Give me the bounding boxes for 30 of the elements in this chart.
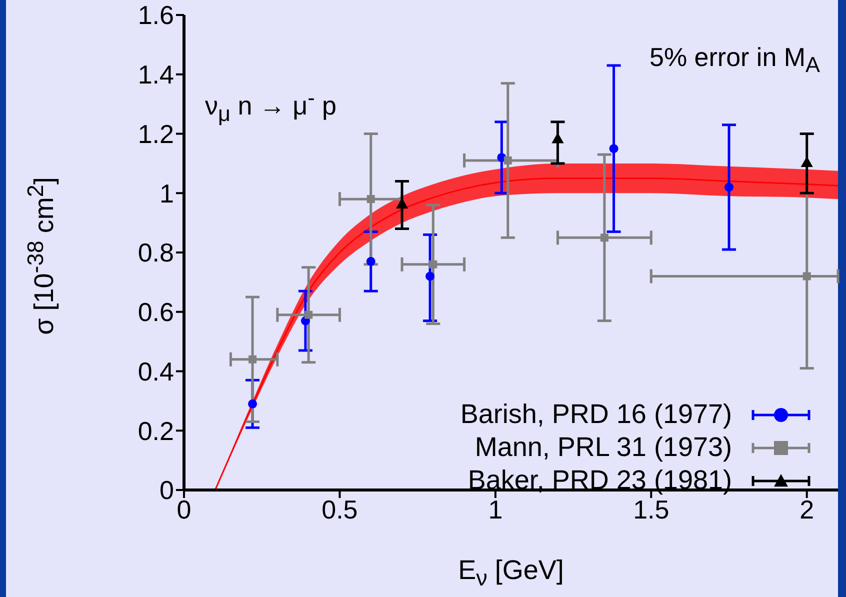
- point: [248, 355, 257, 364]
- annotation: ν$_{μ}$ n → μ$^{-}$ p: [205, 85, 337, 127]
- x-tick-label: 1.5: [633, 494, 670, 524]
- y-tick-label: 0: [160, 475, 174, 506]
- point: [304, 310, 313, 319]
- x-tick-label: 1: [488, 494, 503, 524]
- y-tick-label: 1: [160, 178, 174, 208]
- y-tick-label: 0.8: [138, 238, 174, 268]
- legend-label: Mann, PRL 31 (1973): [474, 432, 732, 463]
- y-tick-label: 1.2: [138, 118, 174, 149]
- point: [248, 399, 258, 408]
- y-tick-label: 1.6: [138, 0, 174, 30]
- y-tick-label: 0.4: [138, 356, 174, 386]
- legend-label: Barish, PRD 16 (1977): [460, 399, 732, 430]
- y-tick-label: 1.4: [138, 60, 174, 90]
- point: [429, 260, 438, 268]
- point: [504, 156, 512, 164]
- point: [366, 195, 375, 204]
- x-tick-label: 0.5: [322, 494, 358, 524]
- point: [609, 144, 618, 154]
- point: [802, 272, 811, 280]
- point: [600, 234, 608, 242]
- annotation: 5% error in M$_{A}$: [650, 42, 820, 78]
- point: [724, 182, 734, 192]
- point: [366, 256, 376, 266]
- y-tick-label: 0.6: [138, 297, 174, 328]
- x-tick-label: 2: [800, 494, 814, 524]
- x-axis-title: E$_{ν}$ [GeV]: [457, 555, 565, 592]
- point: [426, 272, 435, 281]
- y-tick-label: 0.2: [138, 416, 174, 446]
